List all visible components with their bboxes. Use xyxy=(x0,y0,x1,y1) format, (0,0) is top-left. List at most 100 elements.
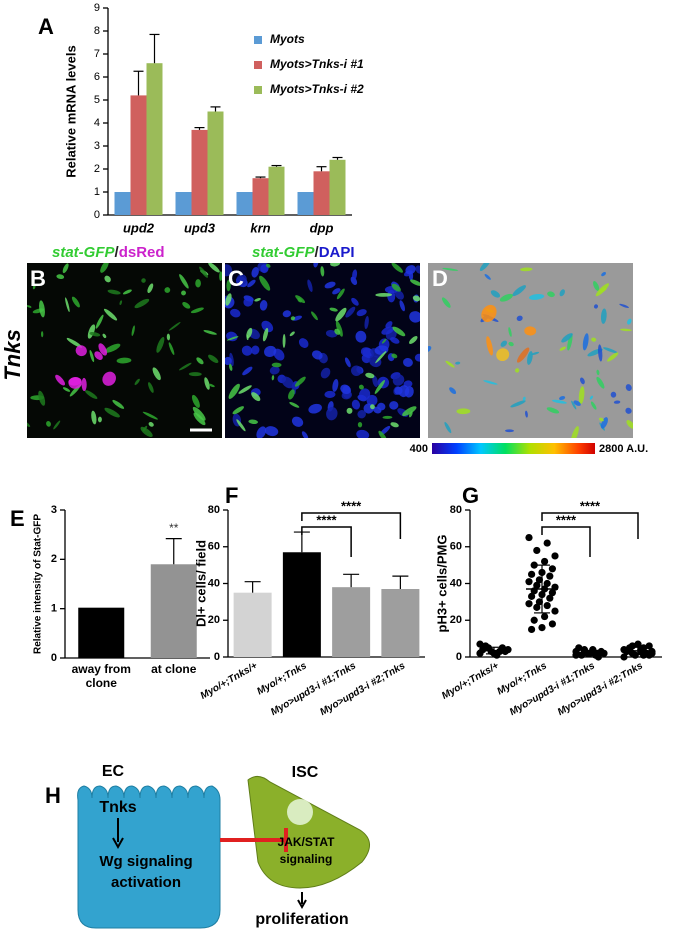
x-tick-label-box: away from clone xyxy=(72,662,131,690)
cell-blob xyxy=(195,279,201,288)
cell-blob xyxy=(358,388,371,401)
y-tick-label: 20 xyxy=(208,614,220,626)
cell-blob xyxy=(510,400,526,408)
bar xyxy=(252,178,269,215)
cell-blob xyxy=(102,371,116,386)
bar xyxy=(191,129,208,215)
cell-blob xyxy=(377,402,386,411)
significance-bracket xyxy=(541,526,591,557)
cell-blob xyxy=(381,326,395,335)
legend-label: Myots>Tnks-i #1 xyxy=(270,57,364,71)
cell-blob xyxy=(46,420,51,427)
cell-blob xyxy=(226,279,231,292)
cell-blob xyxy=(134,378,140,386)
cell-blob xyxy=(516,315,523,322)
data-point xyxy=(580,646,589,654)
cell-blob xyxy=(610,391,617,398)
x-tick-label: dpp xyxy=(310,220,334,235)
cell-blob xyxy=(356,309,367,317)
cell-blob xyxy=(445,360,455,368)
cell-blob xyxy=(62,263,69,274)
cell-blob xyxy=(103,308,118,321)
cell-blob xyxy=(288,389,295,400)
cell-blob xyxy=(262,327,269,342)
cell-blob xyxy=(41,331,44,338)
cell-blob xyxy=(32,284,36,290)
cell-blob xyxy=(259,300,268,311)
cell-blob xyxy=(546,407,560,414)
cell-blob xyxy=(112,399,125,409)
cell-blob xyxy=(394,290,404,300)
cell-blob xyxy=(547,291,555,298)
cell-blob xyxy=(627,318,632,325)
cell-blob xyxy=(248,419,258,425)
significance-label: **** xyxy=(580,498,601,513)
cell-blob xyxy=(289,331,295,337)
cell-label: EC xyxy=(102,763,125,780)
cell-blob xyxy=(27,421,31,427)
cell-blob xyxy=(89,349,95,363)
cell-blob xyxy=(515,368,520,373)
cell-blob xyxy=(192,406,206,421)
cell-blob xyxy=(282,310,292,318)
cell-blob xyxy=(522,396,526,401)
cell-blob xyxy=(500,340,508,347)
cell-blob xyxy=(389,401,399,410)
cell-blob xyxy=(442,267,459,271)
cell-blob xyxy=(567,333,573,351)
cell-blob xyxy=(219,271,222,282)
cell-blob xyxy=(251,345,260,355)
title-part: stat-GFP xyxy=(252,244,316,261)
cell-blob xyxy=(344,357,351,368)
cell-blob xyxy=(89,331,101,337)
cell-blob xyxy=(508,327,512,337)
cell-blob xyxy=(265,263,271,268)
data-point xyxy=(525,533,533,542)
cell-blob xyxy=(168,322,181,331)
cell-blob xyxy=(375,351,387,364)
cell-blob xyxy=(357,421,363,428)
bar xyxy=(130,95,147,215)
bar xyxy=(381,589,420,657)
cell-blob xyxy=(269,366,280,375)
cell-blob xyxy=(264,345,277,357)
cell-blob xyxy=(148,382,154,393)
data-point xyxy=(551,552,559,560)
node-label: Wg signaling xyxy=(99,853,192,870)
cell-blob xyxy=(289,402,300,408)
x-tick-label: Myo/+;Tnks/+ xyxy=(440,660,501,702)
cell-blob xyxy=(392,326,406,337)
cell-blob xyxy=(412,295,420,302)
cell-blob xyxy=(552,399,567,404)
data-point xyxy=(645,651,653,659)
y-axis-title: Dl+ cells/ field xyxy=(193,540,208,627)
cell-blob xyxy=(281,376,294,389)
cell-blob xyxy=(238,385,252,394)
cell-blob xyxy=(65,297,70,313)
cell-blob xyxy=(324,390,336,398)
bar xyxy=(297,192,314,215)
cell-blob xyxy=(301,431,309,438)
cell-blob xyxy=(208,354,219,364)
cell-blob xyxy=(455,361,461,365)
cell-blob xyxy=(517,347,530,363)
cell-blob xyxy=(326,406,338,421)
cell-blob xyxy=(260,264,269,274)
cell-blob xyxy=(191,394,200,408)
bar xyxy=(114,192,131,215)
cell-blob xyxy=(179,362,192,371)
cell-blob xyxy=(582,333,589,351)
cell-blob xyxy=(512,285,526,297)
cell-blob xyxy=(203,330,217,335)
cell-blob xyxy=(352,269,358,281)
cell-blob xyxy=(598,344,603,362)
title-part: / xyxy=(315,244,320,261)
cell-blob xyxy=(56,274,65,280)
significance-label: **** xyxy=(556,512,577,527)
cell-blob xyxy=(39,300,45,318)
cell-blob xyxy=(571,400,577,410)
data-point xyxy=(620,653,628,661)
cell-blob xyxy=(415,265,420,274)
cell-blob xyxy=(607,352,619,362)
cell-blob xyxy=(600,308,607,324)
